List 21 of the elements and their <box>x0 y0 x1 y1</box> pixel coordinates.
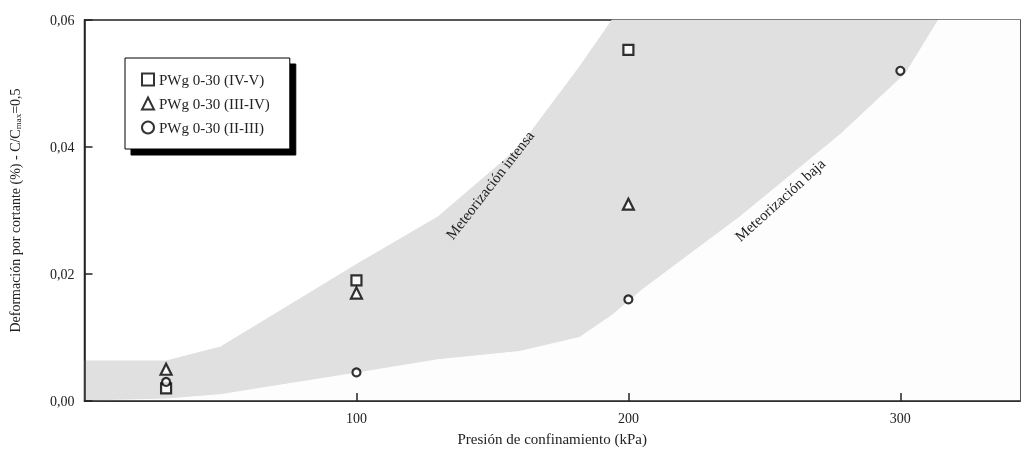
y-axis-title: Deformación por cortante (%) - C/Cmax=0,5 <box>7 88 24 333</box>
x-tick-label: 300 <box>889 410 911 426</box>
point <box>622 43 635 56</box>
point <box>159 362 173 376</box>
y-tick-label: 0,02 <box>50 266 75 282</box>
x-tick-label: 100 <box>345 410 367 426</box>
y-tick-label: 0,06 <box>50 12 75 28</box>
point <box>895 65 906 76</box>
x-axis-title: Presión de confinamiento (kPa) <box>457 430 648 448</box>
legend-label: PWg 0-30 (III-IV) <box>159 95 270 113</box>
point <box>623 294 634 305</box>
legend-label: PWg 0-30 (IV-V) <box>159 71 265 89</box>
x-tick-label: 200 <box>617 410 639 426</box>
y-tick-label: 0,00 <box>50 393 75 409</box>
point <box>350 274 363 287</box>
y-tick-label: 0,04 <box>50 139 75 155</box>
legend-label: PWg 0-30 (II-III) <box>159 119 264 137</box>
point <box>351 367 362 378</box>
point <box>349 286 364 300</box>
point <box>621 197 635 211</box>
point <box>160 376 172 388</box>
